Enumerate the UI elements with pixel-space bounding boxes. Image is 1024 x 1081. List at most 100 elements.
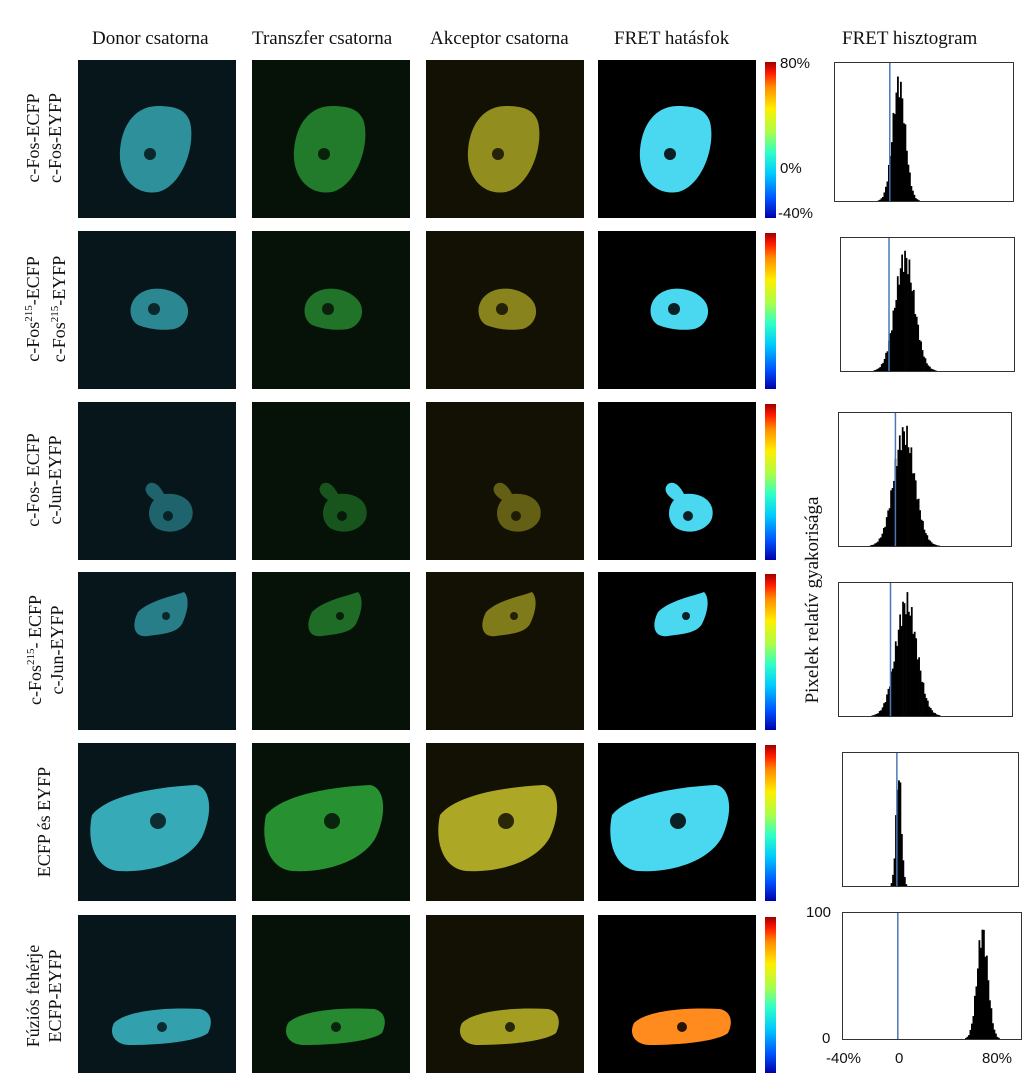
histogram-bar <box>934 713 937 716</box>
nucleolus <box>331 1022 341 1032</box>
histogram-bar <box>932 543 934 546</box>
nucleolus <box>670 813 686 829</box>
histogram-bar <box>914 314 917 371</box>
histogram-bar <box>925 698 928 716</box>
histogram-bar <box>913 473 916 546</box>
histogram-bar <box>871 544 874 546</box>
hist-x-min-label: -40% <box>826 1050 862 1067</box>
histogram-bar <box>929 540 932 546</box>
image-row1-fret <box>598 60 756 218</box>
colorbar-row4 <box>765 574 776 730</box>
histogram-bar <box>904 444 907 546</box>
histogram-bar <box>890 883 893 886</box>
fret-histogram-row1 <box>834 62 1014 202</box>
histogram-y-axis-label: Pixelek relatív gyakorisága <box>802 496 823 704</box>
histogram-bar <box>888 164 890 201</box>
histogram-bar <box>876 368 879 371</box>
histogram-bar <box>879 199 881 201</box>
histogram-bar <box>899 614 902 716</box>
image-row5-donor <box>78 743 236 901</box>
histogram-bar <box>909 615 912 716</box>
histogram-bar <box>971 1023 973 1039</box>
nucleolus <box>664 148 676 160</box>
histogram-bar <box>921 350 924 371</box>
histogram-bar <box>992 1023 994 1039</box>
histogram-bar <box>875 369 877 371</box>
cell-body <box>665 482 713 532</box>
histogram-bar <box>892 112 895 201</box>
histogram-bar <box>892 310 895 371</box>
histogram-bar <box>901 833 903 886</box>
histogram-bar <box>877 541 879 546</box>
histogram-bar <box>885 517 888 546</box>
histogram-bar <box>903 431 905 546</box>
nucleolus <box>162 612 170 620</box>
histogram-bar <box>875 542 878 546</box>
histogram-bar <box>905 257 908 371</box>
histogram-bar <box>912 289 915 371</box>
histogram-bar <box>917 498 920 546</box>
nucleolus <box>677 1022 687 1032</box>
histogram-bar <box>913 194 916 201</box>
nucleolus <box>163 511 173 521</box>
row-label-4: c-Fos215- ECFP c-Jun-EYFP <box>25 594 67 706</box>
header-fret-histogram: FRET hisztogram <box>842 28 978 49</box>
histogram-bar <box>880 364 883 371</box>
histogram-bar <box>874 714 877 716</box>
nucleolus <box>336 612 344 620</box>
nucleolus <box>148 303 160 315</box>
histogram-bar <box>969 1029 972 1039</box>
nucleolus <box>510 612 518 620</box>
cell-body <box>90 785 210 872</box>
histogram-bar <box>926 363 928 371</box>
histogram-bar <box>917 324 920 371</box>
nucleolus <box>492 148 504 160</box>
histogram-bar <box>915 638 918 716</box>
histogram-frame <box>842 752 1019 887</box>
histogram-bar <box>931 710 934 716</box>
image-row6-acceptor <box>426 915 584 1073</box>
histogram-bar <box>877 368 880 371</box>
fret-histogram-row5 <box>842 752 1019 887</box>
histogram-bar <box>879 367 882 371</box>
cell-body <box>119 106 192 193</box>
histogram-bar <box>898 284 901 371</box>
histogram-bar <box>881 707 884 716</box>
histogram-bar <box>882 527 885 546</box>
image-row4-transfer <box>252 572 410 730</box>
histogram-bar <box>996 1036 999 1039</box>
histogram-bar <box>892 874 894 886</box>
cell-body <box>264 785 384 872</box>
histogram-bar <box>890 671 893 716</box>
histogram-bar <box>932 712 935 716</box>
image-row2-fret <box>598 231 756 389</box>
histogram-bar <box>993 1029 996 1039</box>
histogram-bar <box>900 81 902 201</box>
histogram-bar <box>906 592 909 716</box>
histogram-bar <box>891 488 894 546</box>
histogram-bar <box>875 713 878 716</box>
histogram-bar <box>913 631 916 716</box>
nucleolus <box>668 303 680 315</box>
histogram-bar <box>983 929 985 1039</box>
histogram-bar <box>878 711 881 716</box>
histogram-bar <box>918 200 920 201</box>
histogram-bar <box>895 300 898 371</box>
histogram-bar <box>886 181 889 201</box>
histogram-bar <box>912 190 914 201</box>
histogram-frame <box>842 912 1022 1040</box>
histogram-bar <box>901 254 904 371</box>
row-label-1: c-Fos-ECFP c-Fos-EYFP <box>23 93 65 184</box>
histogram-bar <box>915 198 917 201</box>
histogram-bar <box>895 815 897 886</box>
histogram-bar <box>907 447 910 546</box>
histogram-bar <box>891 142 893 201</box>
histogram-bar <box>986 955 988 1039</box>
cell-body <box>308 592 362 637</box>
histogram-bar <box>918 339 921 371</box>
row-label-5: ECFP és EYFP <box>34 766 54 878</box>
histogram-frame <box>840 237 1015 372</box>
image-row4-donor <box>78 572 236 730</box>
histogram-bar <box>903 603 906 716</box>
image-row3-donor <box>78 402 236 560</box>
